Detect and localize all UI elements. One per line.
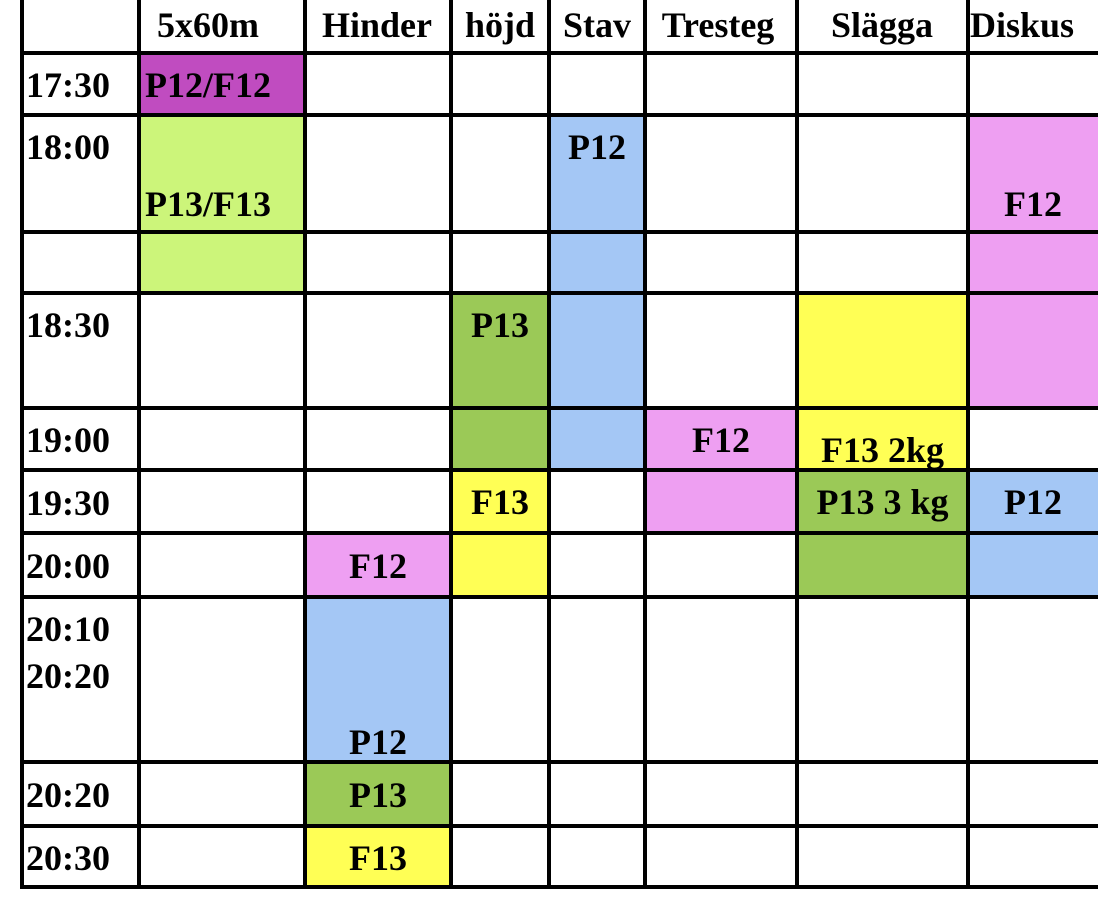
- grid-line: [643, 0, 647, 889]
- time-label: 20:20: [26, 656, 110, 696]
- time-label: 20:00: [26, 546, 110, 586]
- column-header: Diskus: [970, 5, 1075, 45]
- grid-line: [20, 51, 1098, 55]
- slot-block: [305, 533, 451, 597]
- grid-line: [20, 885, 1098, 889]
- slot-label: F13: [349, 837, 407, 878]
- column-header: Tresteg: [661, 5, 775, 45]
- slot-block: [305, 762, 451, 826]
- time-label: 20:30: [26, 837, 110, 878]
- grid-line: [20, 406, 1098, 410]
- slot-block: [451, 293, 549, 470]
- column-header: Hinder: [321, 5, 433, 45]
- grid-line: [20, 113, 1098, 117]
- column-header: 5x60m: [157, 5, 259, 45]
- grid-line: [547, 0, 551, 889]
- slot-label: F13 2kg: [820, 430, 945, 470]
- grid-line: [449, 0, 453, 889]
- slot-label: P12/F12: [145, 65, 271, 105]
- grid-line: [20, 531, 1098, 535]
- grid-line: [966, 0, 970, 889]
- time-label: 20:20: [26, 775, 110, 815]
- slot-label: P12: [1004, 482, 1062, 522]
- grid-line: [20, 291, 1098, 295]
- grid-line: [20, 0, 24, 889]
- time-label: 19:00: [26, 420, 110, 460]
- slot-label: F12: [1004, 184, 1062, 224]
- time-label: 17:30: [26, 65, 110, 105]
- grid-line: [20, 760, 1098, 764]
- slot-block: [305, 826, 451, 887]
- slot-label: F13: [471, 482, 529, 522]
- slot-label: F12: [692, 420, 750, 460]
- slot-block: [305, 597, 451, 762]
- slot-label: P12: [349, 722, 407, 762]
- slot-label: P13 3 kg: [816, 482, 949, 522]
- time-label: 19:30: [26, 482, 110, 523]
- column-header: höjd: [464, 5, 536, 45]
- grid-line: [20, 468, 1098, 472]
- slot-block: [139, 115, 305, 293]
- slot-label: P12: [568, 127, 626, 167]
- slot-label: P13: [471, 305, 529, 345]
- grid-line: [303, 0, 307, 889]
- slot-label: P13: [349, 775, 407, 815]
- column-header: Stav: [562, 5, 632, 45]
- grid-line: [20, 595, 1098, 599]
- time-label: 18:00: [26, 127, 110, 167]
- slot-block: [968, 115, 1098, 408]
- slot-block: [797, 293, 968, 470]
- grid-line: [795, 0, 799, 889]
- time-label: 18:30: [26, 305, 110, 345]
- slot-label: P13/F13: [145, 184, 271, 224]
- time-label: 20:10: [26, 609, 110, 649]
- slot-label: F12: [349, 546, 407, 586]
- grid-line: [137, 0, 141, 889]
- grid-line: [20, 824, 1098, 828]
- column-header: Slägga: [830, 5, 934, 45]
- slot-block: [139, 53, 305, 115]
- grid-line: [20, 230, 1098, 234]
